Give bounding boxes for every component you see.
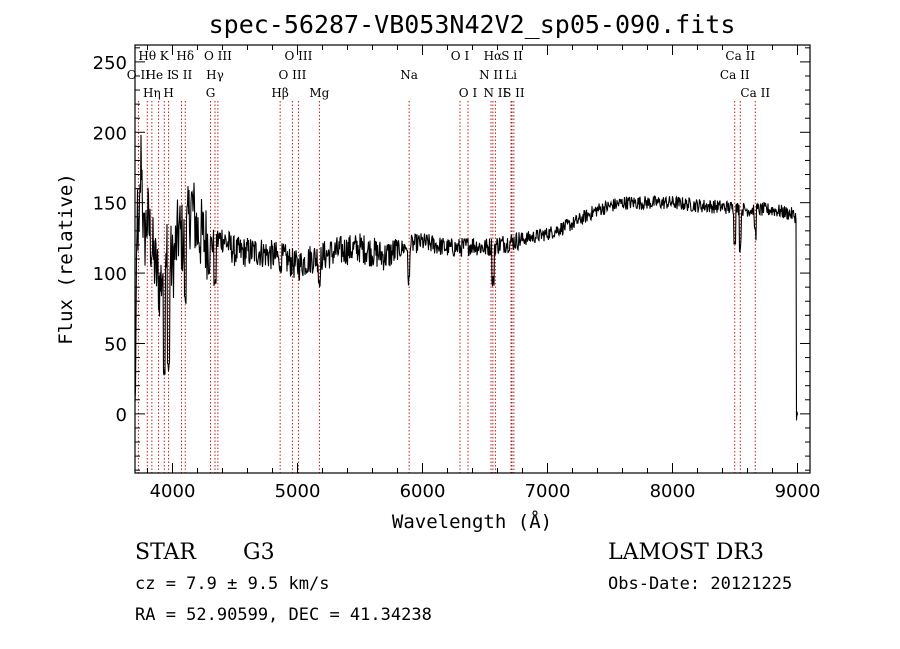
spectral-line-label: Ca II [725,49,755,63]
spectral-line-label: S II [171,68,193,82]
coordinates: RA = 52.90599, DEC = 41.34238 [135,605,432,625]
axis-ticks: 4000 5000 6000 7000 8000 9000 0 50 100 150 200 250 [93,45,821,502]
spectral-line-label: Li [505,68,517,82]
spectral-line-label: Hη [143,86,161,100]
survey-name: LAMOST DR3 [608,540,764,565]
y-tick-label: 100 [93,264,127,285]
spectral-line-label: Hδ [176,49,194,63]
spectral-line-label: O I [451,49,470,63]
y-axis-label: Flux (relative) [55,173,77,345]
spectral-line-label: N II [479,68,503,82]
redshift-velocity: cz = 7.9 ± 9.5 km/s [135,574,329,594]
x-tick-label: 6000 [400,481,446,502]
x-tick-label: 4000 [150,481,196,502]
spectral-line-label: Hθ [138,49,156,63]
observation-date: Obs-Date: 20121225 [608,574,792,594]
spectral-line-label: O III [284,49,312,63]
spectral-line-label: H [163,86,173,100]
spectrum-trace [134,134,799,421]
spectral-line-label: N II [483,86,507,100]
spectral-line-label: K [160,49,170,63]
spectral-line-label: He I [146,68,172,82]
spectral-line-label: Hβ [271,86,288,100]
subclass: G3 [243,540,275,565]
spectral-line-label: Ca II [740,86,770,100]
y-tick-label: 250 [93,53,127,74]
spectral-line-label: O III [278,68,306,82]
spectral-line-label: S II [501,49,523,63]
y-tick-label: 0 [116,405,127,426]
spectral-line-label: O I [459,86,478,100]
x-tick-label: 7000 [525,481,571,502]
spectral-line-label: G [206,86,216,100]
y-tick-label: 200 [93,123,127,144]
x-axis-label: Wavelength (Å) [392,510,552,533]
spectral-line-label: S II [503,86,525,100]
spectral-line-label: Ca II [720,68,750,82]
object-class: STAR [135,540,197,565]
y-tick-label: 50 [104,334,127,355]
spectral-line-label: Mg [309,86,329,100]
spectral-line-label: O III [204,49,232,63]
spectral-line-label: Hγ [206,68,224,82]
chart-title: spec-56287-VB053N42V2_sp05-090.fits [209,10,736,39]
spectral-line-label: O II [127,68,150,82]
x-tick-label: 9000 [775,481,821,502]
spectral-line-label: Hα [484,49,503,63]
y-tick-label: 150 [93,194,127,215]
spectral-line-label: Na [400,68,418,82]
x-tick-label: 5000 [275,481,321,502]
x-tick-label: 8000 [650,481,696,502]
